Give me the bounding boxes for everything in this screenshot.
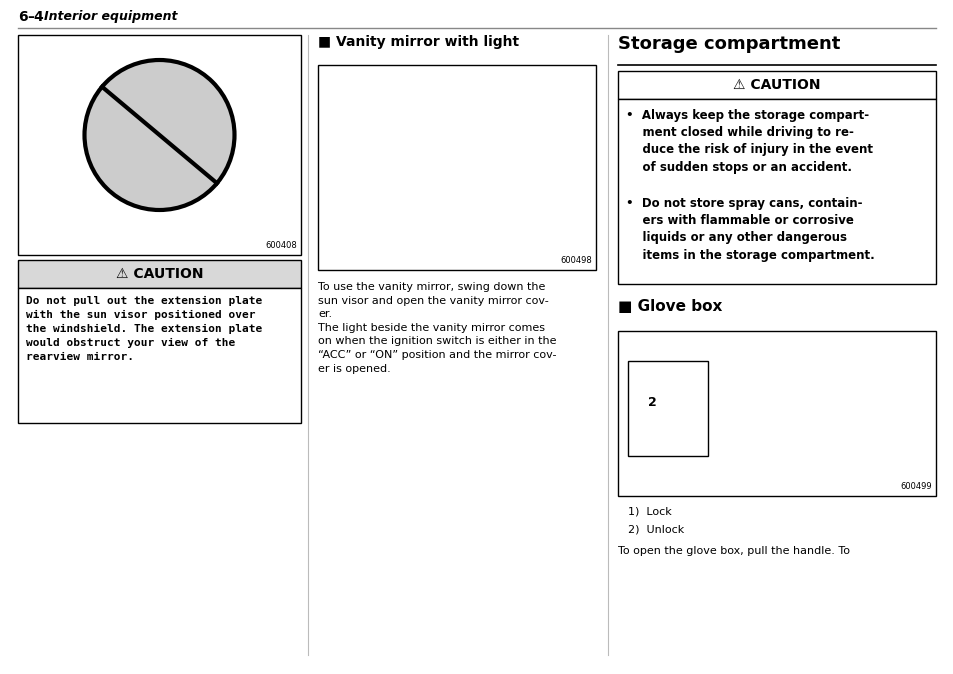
Circle shape	[85, 60, 234, 210]
Bar	[627, 361, 707, 456]
Text: Storage compartment: Storage compartment	[618, 35, 840, 53]
Bar	[618, 71, 935, 99]
Bar	[18, 35, 301, 255]
Text: 6: 6	[18, 10, 28, 24]
Text: 2: 2	[647, 396, 656, 409]
Bar	[618, 99, 935, 284]
Text: ⚠ CAUTION: ⚠ CAUTION	[115, 267, 203, 281]
Bar	[317, 65, 596, 270]
Bar	[18, 288, 301, 423]
Text: Interior equipment: Interior equipment	[44, 10, 177, 23]
Bar	[18, 260, 301, 288]
Text: ⚠ CAUTION: ⚠ CAUTION	[733, 78, 820, 92]
Text: 2)  Unlock: 2) Unlock	[627, 524, 683, 534]
Text: 600498: 600498	[559, 256, 592, 265]
Bar	[618, 331, 935, 496]
Text: To use the vanity mirror, swing down the
sun visor and open the vanity mirror co: To use the vanity mirror, swing down the…	[317, 282, 556, 373]
Text: 600499: 600499	[900, 482, 931, 491]
Text: ■ Glove box: ■ Glove box	[618, 299, 721, 314]
Text: –4: –4	[27, 10, 44, 24]
Text: •  Always keep the storage compart-
    ment closed while driving to re-
    duc: • Always keep the storage compart- ment …	[625, 109, 872, 174]
Text: ■ Vanity mirror with light: ■ Vanity mirror with light	[317, 35, 518, 49]
Text: •  Do not store spray cans, contain-
    ers with flammable or corrosive
    liq: • Do not store spray cans, contain- ers …	[625, 197, 874, 262]
Text: 600408: 600408	[265, 241, 296, 250]
Text: Do not pull out the extension plate
with the sun visor positioned over
the winds: Do not pull out the extension plate with…	[26, 296, 262, 362]
Text: To open the glove box, pull the handle. To: To open the glove box, pull the handle. …	[618, 546, 849, 556]
Text: 1)  Lock: 1) Lock	[627, 506, 671, 516]
